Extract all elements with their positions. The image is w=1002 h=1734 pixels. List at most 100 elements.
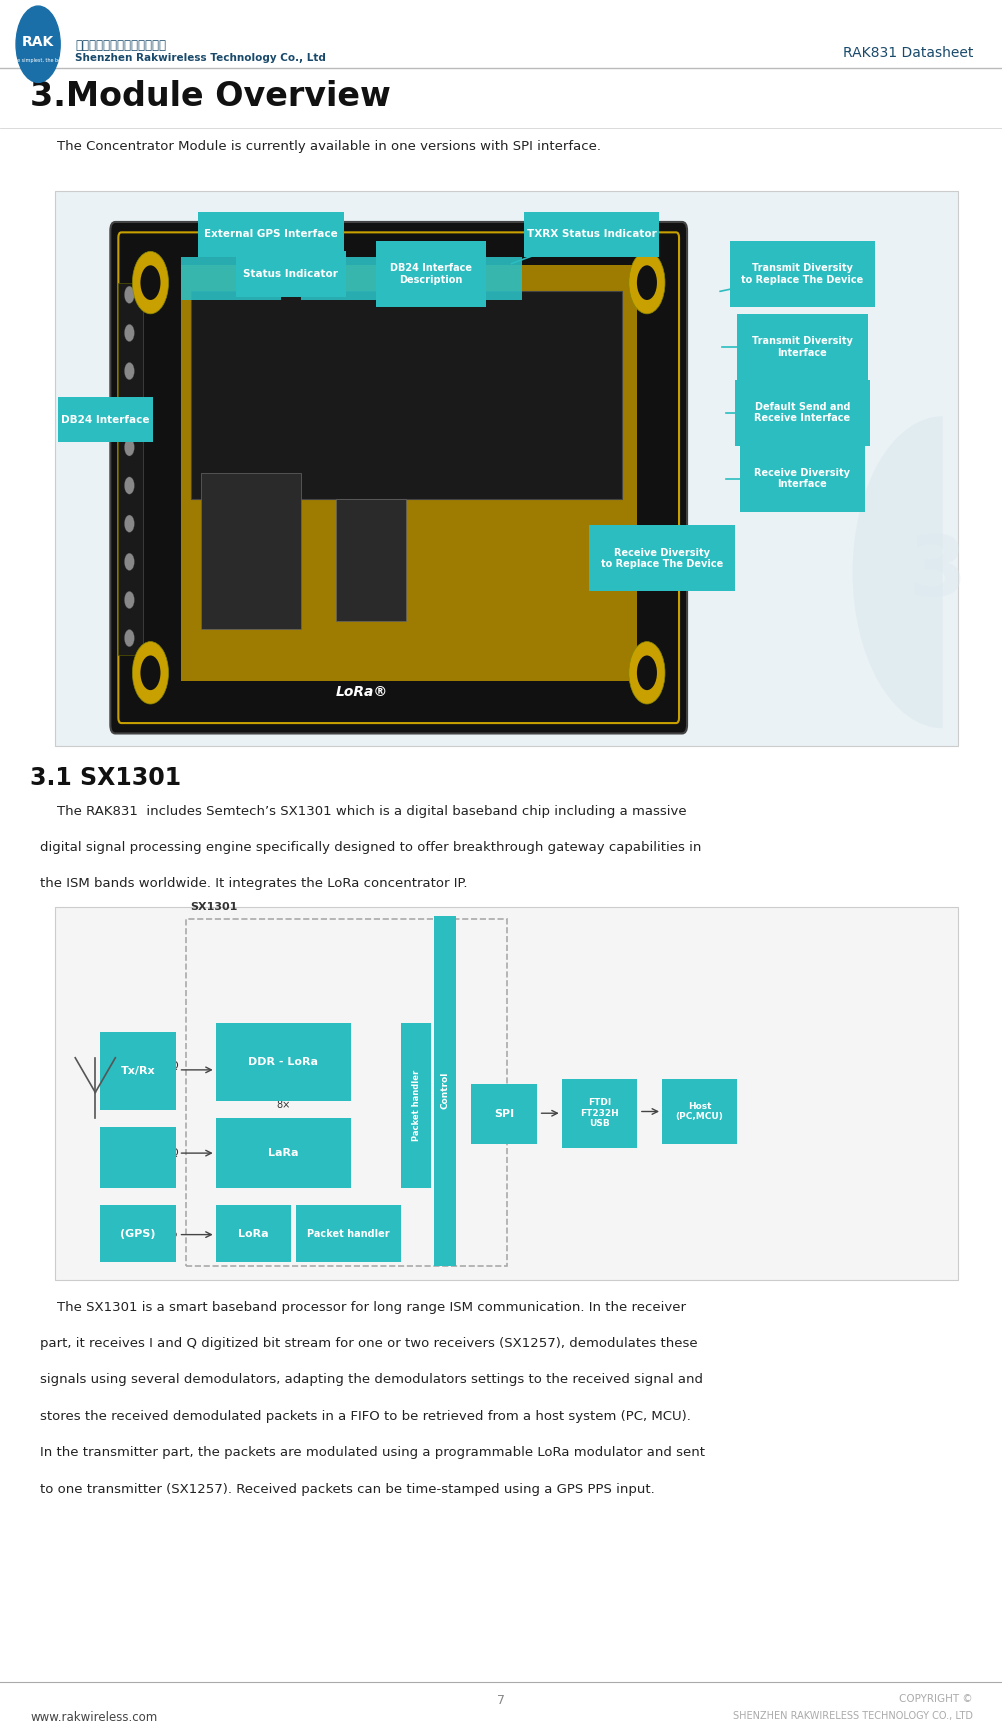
Circle shape xyxy=(132,251,168,314)
Circle shape xyxy=(124,591,134,609)
Text: 3.Module Overview: 3.Module Overview xyxy=(30,80,391,113)
Circle shape xyxy=(16,5,60,81)
Text: TXRX Status Indicator: TXRX Status Indicator xyxy=(526,229,656,239)
Bar xyxy=(736,314,867,380)
Bar xyxy=(471,1084,536,1144)
Text: Receive Diversity
Interface: Receive Diversity Interface xyxy=(754,468,850,489)
Circle shape xyxy=(140,265,160,300)
Text: Packet handler: Packet handler xyxy=(307,1229,390,1238)
Text: RAK831 Datasheet: RAK831 Datasheet xyxy=(842,45,972,61)
Text: I/Q: I/Q xyxy=(163,1061,178,1072)
Bar xyxy=(100,1205,175,1262)
Circle shape xyxy=(124,553,134,570)
Text: Status Indicator: Status Indicator xyxy=(243,269,338,279)
Text: The SX1301 is a smart baseband processor for long range ISM communication. In th: The SX1301 is a smart baseband processor… xyxy=(40,1300,685,1313)
Text: 8×: 8× xyxy=(277,1099,291,1110)
Bar xyxy=(100,1032,175,1110)
Bar xyxy=(733,380,870,446)
Text: stores the received demodulated packets in a FIFO to be retrieved from a host sy: stores the received demodulated packets … xyxy=(40,1410,690,1422)
Bar xyxy=(100,1127,175,1188)
Circle shape xyxy=(124,401,134,418)
Text: Control: Control xyxy=(441,1072,449,1110)
Text: The Concentrator Module is currently available in one versions with SPI interfac: The Concentrator Module is currently ava… xyxy=(40,140,600,153)
Text: LoRa®: LoRa® xyxy=(336,685,388,699)
Text: The simplest, the best: The simplest, the best xyxy=(11,57,65,62)
Text: SX1301: SX1301 xyxy=(190,902,237,912)
Text: Packet handler: Packet handler xyxy=(412,1070,420,1141)
Text: DB24 Interface
Description: DB24 Interface Description xyxy=(390,264,472,284)
Text: digital signal processing engine specifically designed to offer breakthrough gat: digital signal processing engine specifi… xyxy=(40,841,700,853)
Circle shape xyxy=(124,439,134,456)
Bar xyxy=(434,916,456,1266)
Text: I/Q: I/Q xyxy=(163,1148,178,1158)
Circle shape xyxy=(124,324,134,342)
Bar xyxy=(301,257,401,300)
Bar xyxy=(215,1023,351,1101)
Wedge shape xyxy=(852,416,942,728)
Bar xyxy=(185,919,506,1266)
Text: signals using several demodulators, adapting the demodulators settings to the re: signals using several demodulators, adap… xyxy=(40,1373,702,1385)
FancyBboxPatch shape xyxy=(55,191,957,746)
Text: RAK: RAK xyxy=(22,35,54,50)
Text: Transmit Diversity
to Replace The Device: Transmit Diversity to Replace The Device xyxy=(740,264,863,284)
Bar xyxy=(215,1205,291,1262)
FancyBboxPatch shape xyxy=(190,291,621,499)
Bar xyxy=(198,212,343,257)
Bar xyxy=(523,212,659,257)
Bar xyxy=(739,446,864,512)
FancyBboxPatch shape xyxy=(180,265,636,681)
Text: DDR - LoRa: DDR - LoRa xyxy=(248,1058,318,1066)
Text: 7: 7 xyxy=(497,1694,505,1706)
Text: Default Send and
Receive Interface: Default Send and Receive Interface xyxy=(754,402,850,423)
Bar xyxy=(401,1023,431,1188)
Bar xyxy=(661,1079,736,1144)
Text: Receive Diversity
to Replace The Device: Receive Diversity to Replace The Device xyxy=(600,548,722,569)
Circle shape xyxy=(636,265,656,300)
Text: DB24 Interface: DB24 Interface xyxy=(61,414,149,425)
Text: Host
(PC,MCU): Host (PC,MCU) xyxy=(675,1101,722,1122)
Text: timestamp: timestamp xyxy=(133,1229,178,1240)
Circle shape xyxy=(636,655,656,690)
Text: the ISM bands worldwide. It integrates the LoRa concentrator IP.: the ISM bands worldwide. It integrates t… xyxy=(40,877,467,890)
Bar xyxy=(180,257,281,300)
Bar xyxy=(55,907,957,1280)
Text: COPYRIGHT ©: COPYRIGHT © xyxy=(899,1694,972,1705)
Bar xyxy=(296,1205,401,1262)
Text: 深圳市睿科智联科技有限公司: 深圳市睿科智联科技有限公司 xyxy=(75,38,166,52)
Text: part, it receives I and Q digitized bit stream for one or two receivers (SX1257): part, it receives I and Q digitized bit … xyxy=(40,1337,697,1349)
Bar xyxy=(561,1079,636,1148)
Circle shape xyxy=(124,362,134,380)
Circle shape xyxy=(628,251,664,314)
Text: Shenzhen Rakwireless Technology Co., Ltd: Shenzhen Rakwireless Technology Co., Ltd xyxy=(75,52,326,62)
Bar xyxy=(235,251,346,297)
Text: SPI: SPI xyxy=(493,1110,514,1118)
Text: External GPS Interface: External GPS Interface xyxy=(203,229,338,239)
Circle shape xyxy=(628,642,664,704)
Bar xyxy=(376,241,486,307)
Circle shape xyxy=(124,477,134,494)
Text: 3: 3 xyxy=(908,532,966,612)
Bar xyxy=(589,525,733,591)
Bar xyxy=(421,257,521,300)
Circle shape xyxy=(132,642,168,704)
Text: Transmit Diversity
Interface: Transmit Diversity Interface xyxy=(752,336,852,357)
Circle shape xyxy=(124,629,134,647)
Text: to one transmitter (SX1257). Received packets can be time-stamped using a GPS PP: to one transmitter (SX1257). Received pa… xyxy=(40,1483,654,1495)
Bar xyxy=(118,283,143,655)
Bar xyxy=(58,397,152,442)
Bar xyxy=(729,241,875,307)
Text: LoRa: LoRa xyxy=(237,1229,269,1238)
Text: The RAK831  includes Semtech’s SX1301 which is a digital baseband chip including: The RAK831 includes Semtech’s SX1301 whi… xyxy=(40,805,686,817)
Text: FTDI
FT232H
USB: FTDI FT232H USB xyxy=(579,1098,618,1129)
FancyBboxPatch shape xyxy=(110,222,686,733)
Bar xyxy=(200,473,301,629)
Text: www.rakwireless.com: www.rakwireless.com xyxy=(30,1711,157,1724)
Text: SHENZHEN RAKWIRELESS TECHNOLOGY CO., LTD: SHENZHEN RAKWIRELESS TECHNOLOGY CO., LTD xyxy=(732,1711,972,1722)
Text: In the transmitter part, the packets are modulated using a programmable LoRa mod: In the transmitter part, the packets are… xyxy=(40,1446,704,1458)
Circle shape xyxy=(140,655,160,690)
Text: 3.1 SX1301: 3.1 SX1301 xyxy=(30,766,181,791)
Text: LaRa: LaRa xyxy=(268,1148,299,1158)
Text: (GPS): (GPS) xyxy=(120,1229,155,1238)
Circle shape xyxy=(124,515,134,532)
Bar xyxy=(215,1118,351,1188)
